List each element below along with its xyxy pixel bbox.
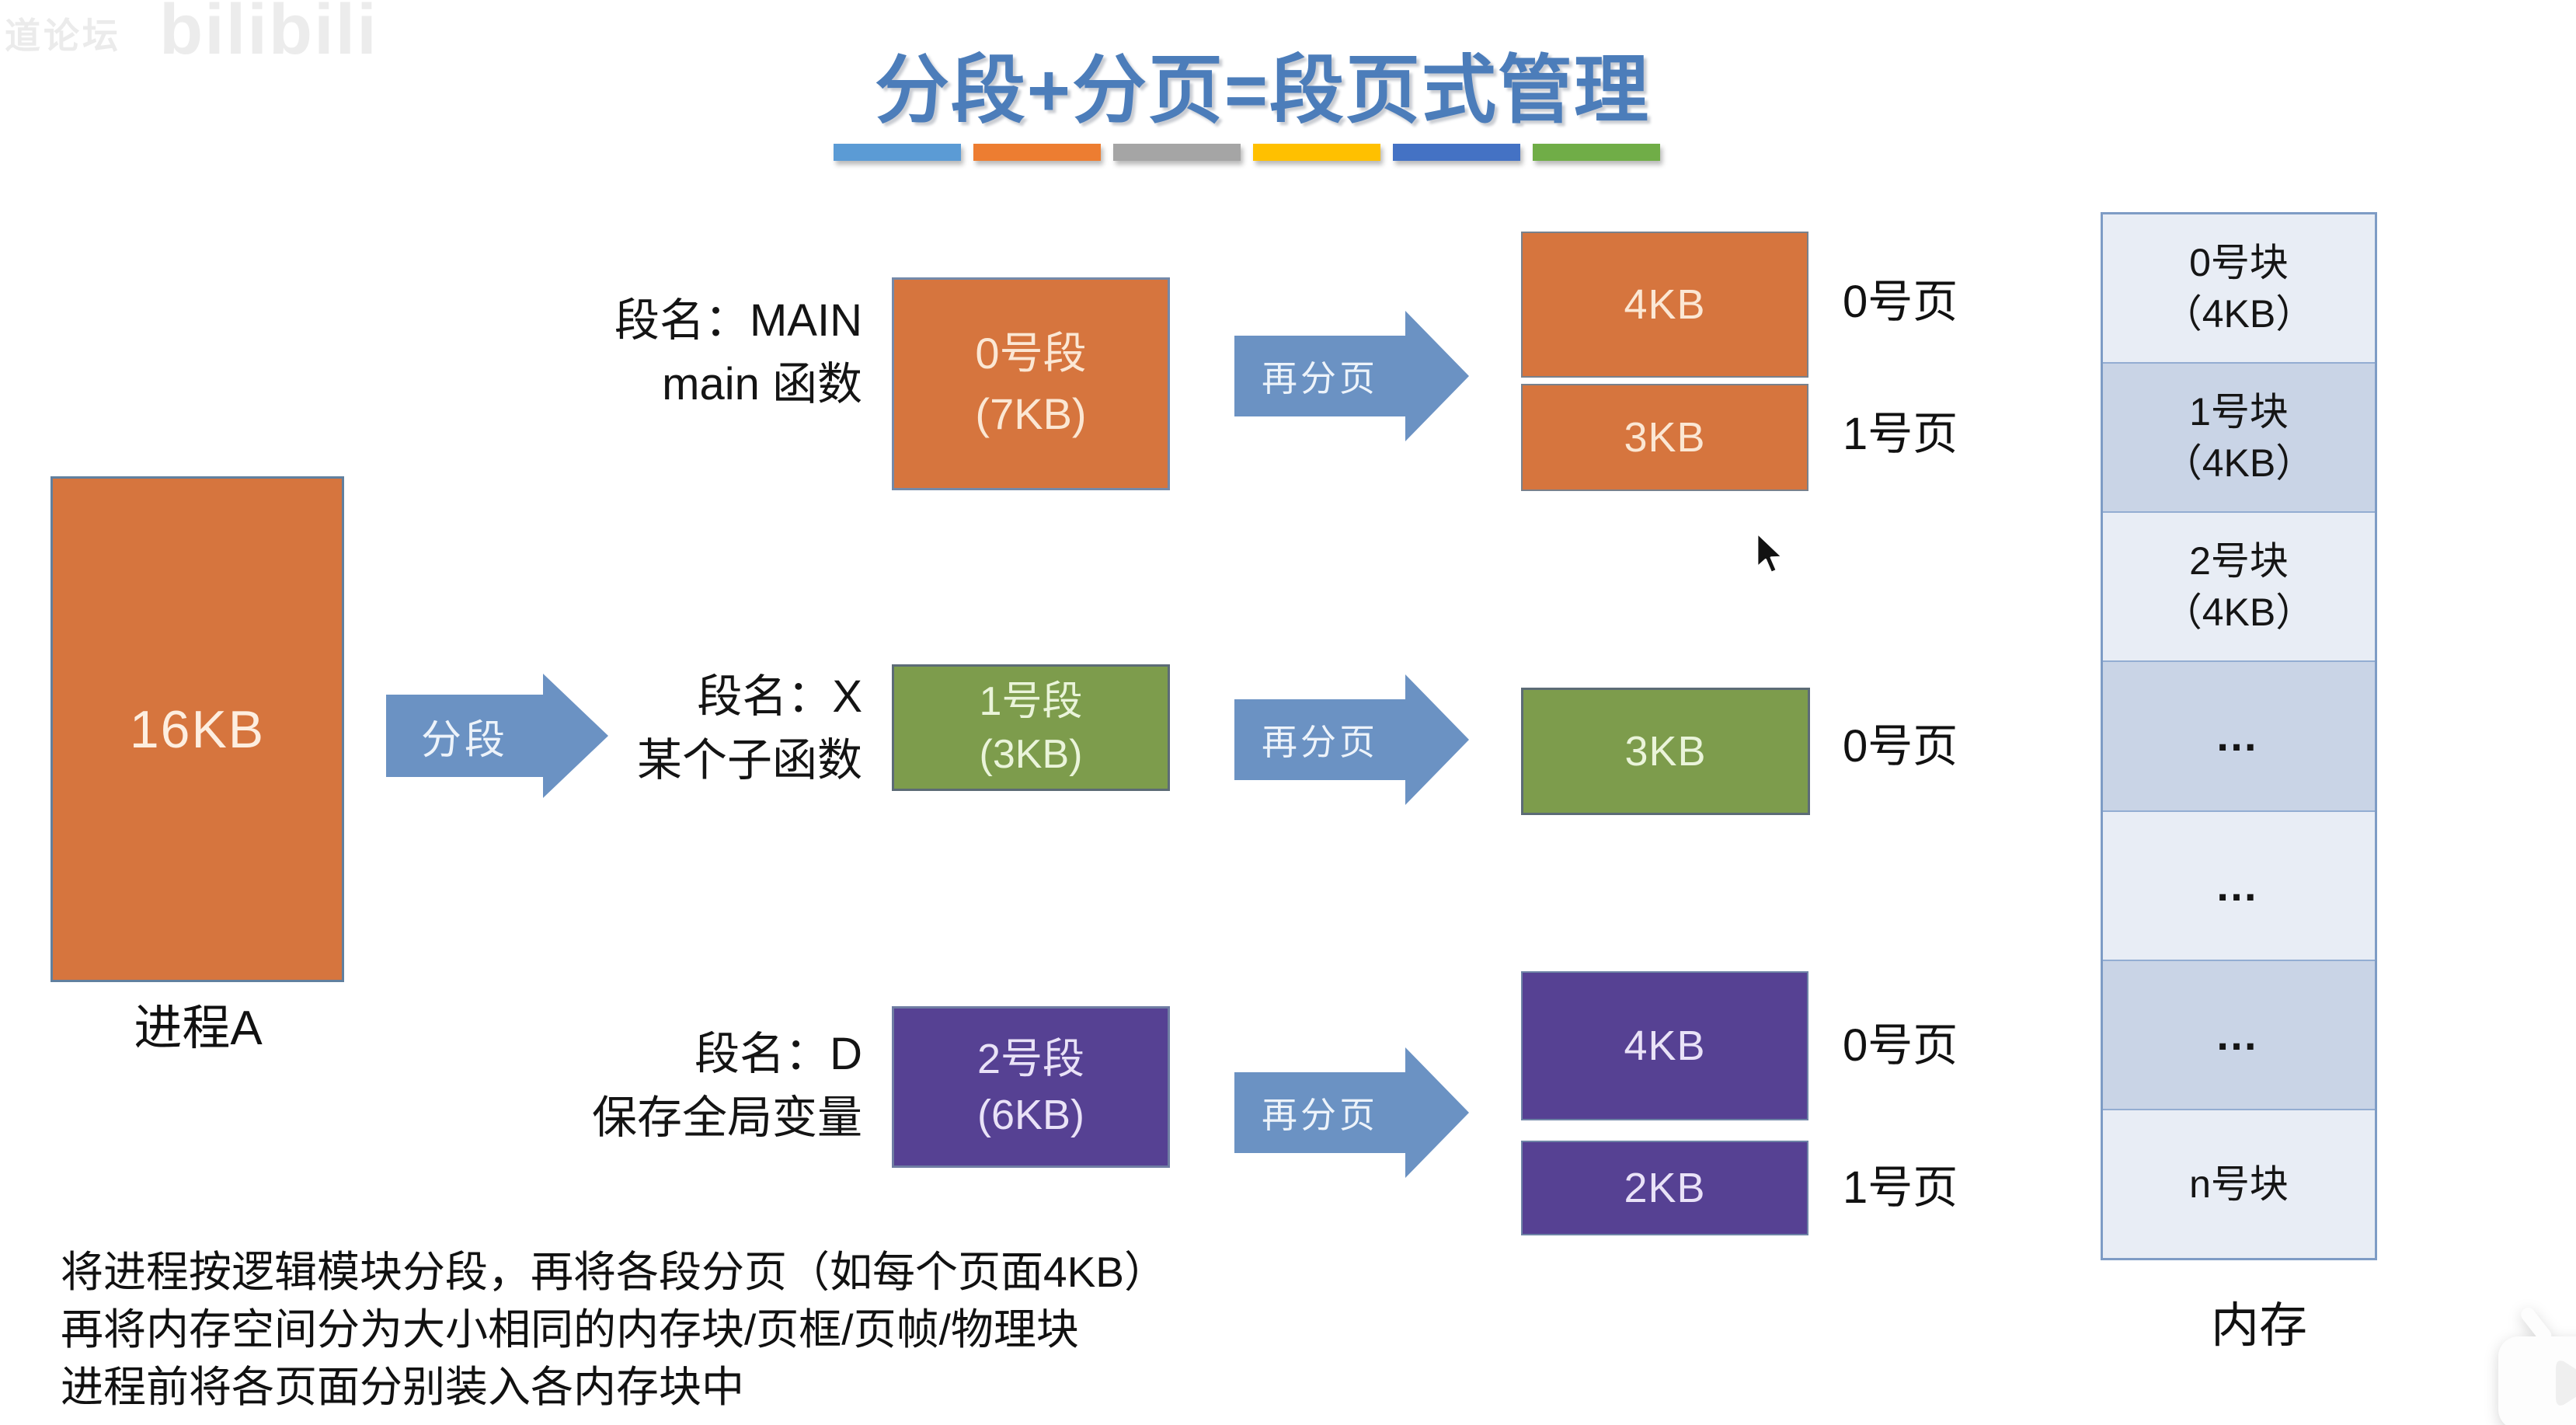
segment-2-page-1-label: 1号页 bbox=[1843, 1162, 1958, 1213]
segment-2-size: (6KB) bbox=[976, 1092, 1085, 1138]
arrow-head bbox=[1405, 311, 1469, 441]
segment-2-name-line1: 段名：D bbox=[694, 1029, 862, 1079]
memory-cell-6: n号块 bbox=[2103, 1108, 2375, 1258]
repage-arrow-row2-label: 再分页 bbox=[1262, 722, 1378, 762]
segment-0-page-0-label: 0号页 bbox=[1843, 277, 1958, 327]
segment-0-name-line1: 段名：MAIN bbox=[614, 295, 862, 346]
memory-column: 0号块 （4KB） 1号块 （4KB） 2号块 （4KB） … … … n号块 bbox=[2101, 212, 2377, 1260]
memory-cell-0-line2: （4KB） bbox=[2163, 292, 2315, 336]
segment-1-name-line2: 某个子函数 bbox=[636, 735, 862, 786]
process-size-label: 16KB bbox=[129, 699, 266, 759]
repage-arrow-row1-label: 再分页 bbox=[1262, 358, 1378, 399]
memory-cell-0-line1: 0号块 bbox=[2189, 241, 2289, 285]
segment-1-page-0-size: 3KB bbox=[1624, 728, 1707, 775]
memory-cell-1-line1: 1号块 bbox=[2189, 390, 2289, 434]
segment-1-name-line1: 段名：X bbox=[697, 671, 862, 722]
repage-arrow-row3: 再分页 bbox=[1234, 1047, 1469, 1178]
memory-cell-0: 0号块 （4KB） bbox=[2103, 214, 2375, 363]
segment-2-name: 段名：D 保存全局变量 bbox=[427, 1023, 862, 1150]
memory-cell-1-line2: （4KB） bbox=[2163, 441, 2315, 486]
repage-arrow-row2: 再分页 bbox=[1234, 674, 1469, 805]
note-line-1: 将进程按逻辑模块分段，再将各段分页（如每个页面4KB） bbox=[61, 1248, 1167, 1296]
memory-cell-2-line1: 2号块 bbox=[2189, 539, 2289, 584]
accent-bar-orange bbox=[973, 144, 1101, 161]
memory-cell-5: … bbox=[2103, 959, 2375, 1109]
memory-cell-6-line1: n号块 bbox=[2189, 1162, 2289, 1206]
title-accent-bars bbox=[834, 144, 1660, 161]
segmentation-arrow: 分段 bbox=[386, 674, 608, 798]
site-watermark: 道论坛 bbox=[5, 16, 121, 56]
segment-1-box: 1号段 (3KB) bbox=[892, 664, 1170, 791]
repage-arrow-row3-label: 再分页 bbox=[1262, 1095, 1378, 1135]
memory-cell-3-dots: … bbox=[2215, 711, 2263, 761]
segment-1-size: (3KB) bbox=[979, 731, 1083, 777]
segment-0-box: 0号段 (7KB) bbox=[892, 277, 1170, 490]
process-name-label: 进程A bbox=[134, 1002, 263, 1055]
segment-2-name-line2: 保存全局变量 bbox=[591, 1092, 862, 1143]
segment-0-page-1-box: 3KB bbox=[1521, 384, 1808, 491]
segment-2-title: 2号段 bbox=[976, 1036, 1085, 1082]
segment-2-page-0-size: 4KB bbox=[1624, 1023, 1706, 1069]
segment-1-name: 段名：X 某个子函数 bbox=[427, 665, 862, 793]
memory-title: 内存 bbox=[2210, 1299, 2307, 1353]
segment-0-page-1-label: 1号页 bbox=[1843, 409, 1958, 459]
arrow-head bbox=[1405, 1047, 1469, 1178]
accent-bar-blue bbox=[834, 144, 961, 161]
segment-2-page-1-size: 2KB bbox=[1624, 1165, 1706, 1211]
memory-cell-5-dots: … bbox=[2215, 1009, 2263, 1059]
segment-1-page-0-label: 0号页 bbox=[1843, 721, 1958, 772]
repage-arrow-row1: 再分页 bbox=[1234, 311, 1469, 441]
segment-0-page-1-size: 3KB bbox=[1624, 414, 1706, 461]
memory-cell-1: 1号块 （4KB） bbox=[2103, 362, 2375, 512]
segment-0-name: 段名：MAIN main 函数 bbox=[427, 289, 862, 416]
memory-cell-2-line2: （4KB） bbox=[2163, 591, 2315, 635]
accent-bar-gray bbox=[1113, 144, 1241, 161]
segment-2-box: 2号段 (6KB) bbox=[892, 1006, 1170, 1168]
accent-bar-green bbox=[1533, 144, 1660, 161]
memory-cell-3: … bbox=[2103, 660, 2375, 810]
segmentation-arrow-label: 分段 bbox=[420, 717, 508, 763]
segment-2-page-0-label: 0号页 bbox=[1843, 1020, 1958, 1071]
arrow-head bbox=[543, 674, 608, 798]
segment-1-title: 1号段 bbox=[979, 678, 1083, 724]
note-line-2: 再将内存空间分为大小相同的内存块/页框/页帧/物理块 bbox=[61, 1305, 1079, 1354]
memory-cell-4: … bbox=[2103, 810, 2375, 960]
mouse-cursor-icon bbox=[1753, 531, 1785, 580]
notes-block: 将进程按逻辑模块分段，再将各段分页（如每个页面4KB） 再将内存空间分为大小相同… bbox=[61, 1243, 1167, 1416]
memory-cell-2: 2号块 （4KB） bbox=[2103, 511, 2375, 661]
page-title: 分段+分页=段页式管理 bbox=[874, 49, 1651, 132]
accent-bar-darkblue bbox=[1393, 144, 1520, 161]
segment-2-page-1-box: 2KB bbox=[1521, 1141, 1808, 1235]
bilibili-tv-icon bbox=[2483, 1299, 2576, 1425]
segment-0-size: (7KB) bbox=[975, 389, 1087, 438]
segment-0-name-line2: main 函数 bbox=[662, 359, 862, 409]
accent-bar-yellow bbox=[1253, 144, 1380, 161]
segment-1-page-0-box: 3KB bbox=[1521, 688, 1810, 815]
process-a-box: 16KB bbox=[50, 476, 344, 982]
segment-0-title: 0号段 bbox=[975, 329, 1087, 378]
arrow-head bbox=[1405, 674, 1469, 805]
segment-0-page-0-box: 4KB bbox=[1521, 232, 1808, 378]
bilibili-logo-watermark: bilibili bbox=[159, 0, 378, 69]
segment-0-page-0-size: 4KB bbox=[1624, 281, 1706, 328]
note-line-3: 进程前将各页面分别装入各内存块中 bbox=[61, 1363, 745, 1411]
memory-cell-4-dots: … bbox=[2215, 860, 2263, 910]
segment-2-page-0-box: 4KB bbox=[1521, 971, 1808, 1120]
